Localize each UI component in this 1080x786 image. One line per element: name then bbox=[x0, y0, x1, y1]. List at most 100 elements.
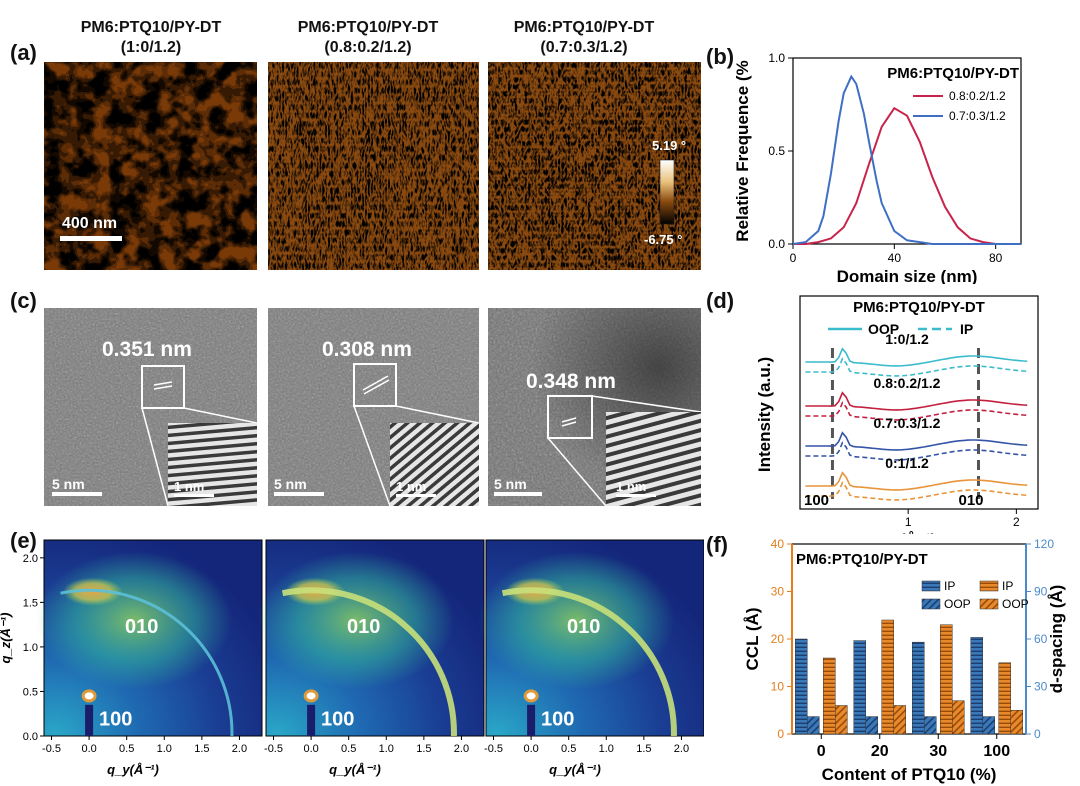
legend-swatch-3 bbox=[979, 580, 999, 592]
tem-image-3: 0.348 nm 5 nm 1 nm bbox=[488, 308, 701, 506]
x-tick-label: -0.5 bbox=[42, 743, 61, 755]
series-ip-2 bbox=[805, 401, 1028, 421]
y-tick-label: 1.5 bbox=[23, 597, 38, 609]
bar-2-0 bbox=[807, 716, 820, 735]
afm-title-3-line2: (0.7:0.3/1.2) bbox=[540, 39, 628, 56]
afm-title-3-line1: PM6:PTQ10/PY-DT bbox=[513, 19, 655, 36]
x-tick-label: 40 bbox=[888, 251, 902, 265]
x-tick-label: 1.0 bbox=[599, 743, 614, 755]
legend-label-3: IP bbox=[1002, 579, 1013, 593]
bar-4-0 bbox=[835, 705, 848, 735]
legend-label-4: OOP bbox=[1002, 597, 1029, 611]
tem-spacing-1: 0.351 nm bbox=[102, 338, 192, 361]
legend-label-2: 0.7:0.3/1.2 bbox=[949, 109, 1006, 123]
x-axis-label: Domain size (nm) bbox=[837, 267, 978, 284]
series-label-4: 0:1/1.2 bbox=[885, 455, 929, 471]
bar-4-30 bbox=[952, 700, 965, 735]
bar-1-0 bbox=[795, 638, 808, 735]
peak-label-010: 010 bbox=[347, 616, 380, 638]
legend-swatch-2 bbox=[921, 598, 941, 610]
x-tick-label: 2 bbox=[1013, 515, 1020, 529]
bar-4-20 bbox=[893, 705, 906, 735]
peak-label-100: 100 bbox=[321, 708, 354, 730]
peak-label-010: 010 bbox=[125, 616, 158, 638]
bar-2-100 bbox=[982, 716, 995, 735]
series-line-2 bbox=[792, 74, 1021, 245]
x-tick-label: 0 bbox=[817, 743, 826, 760]
panel-letter-b: (b) bbox=[706, 44, 735, 69]
series-ip-4 bbox=[805, 481, 1028, 501]
x-tick-label: 0.0 bbox=[523, 743, 538, 755]
x-axis-label: q_y(Å⁻¹) bbox=[549, 762, 601, 777]
giwaxs-100-spot bbox=[523, 689, 539, 703]
plot-frame bbox=[792, 57, 1022, 245]
afm-title-1: PM6:PTQ10/PY-DT (1:0/1.2) bbox=[36, 18, 266, 58]
series-oop-3 bbox=[805, 431, 1028, 451]
y-axis-label: Relative Frequence (% bbox=[733, 60, 752, 241]
y-tick-label: 1.0 bbox=[768, 51, 785, 65]
y-tick-label-right: 0 bbox=[1034, 727, 1041, 741]
tem-inset-scale-3: 1 nm bbox=[616, 479, 646, 494]
tem-spacing-2: 0.308 nm bbox=[322, 338, 412, 361]
series-oop-1 bbox=[805, 347, 1028, 367]
peak-label-010: 010 bbox=[567, 616, 600, 638]
x-tick-label: 2.0 bbox=[674, 743, 689, 755]
bar-4-100 bbox=[1010, 710, 1023, 735]
panel-letter-e: (e) bbox=[10, 528, 37, 553]
giwaxs-pattern-3: 010 100 -0.5 0.0 0.5 1.0 1.5 2.0 q_y(Å⁻¹) bbox=[478, 539, 704, 777]
y-tick-label: 0.5 bbox=[23, 686, 38, 698]
chart-f: 0 10 20 30 40 0 30 60 90 120 0 20 30 100 PM6:PTQ10/PY-… bbox=[743, 537, 1066, 784]
bar-1-30 bbox=[912, 641, 925, 735]
legend-label-ip: IP bbox=[960, 321, 973, 337]
tem-scale-label-1: 5 nm bbox=[52, 476, 85, 492]
peak-label-010: 010 bbox=[959, 492, 984, 509]
afm-title-2-line2: (0.8:0.2/1.2) bbox=[324, 39, 412, 56]
tem-scale-label-3: 5 nm bbox=[494, 476, 527, 492]
x-axis-label: Content of PTQ10 (%) bbox=[822, 765, 997, 784]
panel-letter-f: (f) bbox=[706, 532, 728, 557]
x-tick-label: 0.5 bbox=[119, 743, 134, 755]
y-tick-label-left: 40 bbox=[771, 537, 785, 551]
giwaxs-ring bbox=[501, 587, 677, 737]
afm-title-2: PM6:PTQ10/PY-DT (0.8:0.2/1.2) bbox=[253, 18, 483, 58]
giwaxs-100-spot bbox=[303, 689, 319, 703]
x-tick-label: 80 bbox=[989, 251, 1003, 265]
x-tick-label: 1.5 bbox=[416, 743, 431, 755]
x-tick-label: 0.5 bbox=[561, 743, 576, 755]
afm-title-3: PM6:PTQ10/PY-DT (0.7:0.3/1.2) bbox=[469, 18, 699, 58]
bar-2-20 bbox=[865, 716, 878, 735]
series-label-3: 0.7:0.3/1.2 bbox=[874, 415, 941, 431]
x-tick-label: -0.5 bbox=[484, 743, 503, 755]
y-tick-label-right: 60 bbox=[1034, 632, 1048, 646]
bar-3-20 bbox=[881, 619, 894, 735]
tem-inset-3 bbox=[606, 412, 701, 506]
y-tick-label: 1.0 bbox=[23, 642, 38, 654]
afm-image-3: 5.19 ° -6.75 ° bbox=[488, 62, 701, 270]
legend-label-2: OOP bbox=[944, 597, 971, 611]
afm-image-2 bbox=[268, 62, 479, 270]
peak-label-100: 100 bbox=[541, 708, 574, 730]
x-tick-label: 0.0 bbox=[81, 743, 96, 755]
chart-title: PM6:PTQ10/PY-DT bbox=[887, 65, 1019, 82]
giwaxs-beamstop bbox=[85, 704, 94, 736]
legend-label-oop: OOP bbox=[868, 321, 899, 337]
afm-scale-bar bbox=[60, 236, 122, 241]
giwaxs-beamstop bbox=[527, 704, 536, 736]
plot-frame bbox=[799, 295, 1039, 510]
chart-title: PM6:PTQ10/PY-DT bbox=[853, 299, 985, 316]
y-tick-label-right: 120 bbox=[1034, 537, 1054, 551]
x-tick-label: -0.5 bbox=[264, 743, 283, 755]
afm-title-1-line2: (1:0/1.2) bbox=[120, 39, 182, 56]
panel-letter-c: (c) bbox=[10, 288, 37, 313]
afm-colorbar-min: -6.75 ° bbox=[644, 232, 682, 247]
bar-3-30 bbox=[940, 624, 953, 735]
y-tick-label-left: 30 bbox=[771, 585, 785, 599]
panel-letter-d: (d) bbox=[706, 288, 735, 313]
legend-label-1: IP bbox=[944, 579, 955, 593]
giwaxs-ring bbox=[60, 588, 234, 737]
giwaxs-100-spot bbox=[81, 689, 97, 703]
bar-3-100 bbox=[998, 662, 1011, 735]
tem-spacing-3: 0.348 nm bbox=[526, 370, 616, 393]
series-line-1 bbox=[793, 106, 1021, 245]
giwaxs-pattern-2: 010 100 -0.5 0.0 0.5 1.0 1.5 2.0 q_y(Å⁻¹) bbox=[258, 539, 485, 777]
